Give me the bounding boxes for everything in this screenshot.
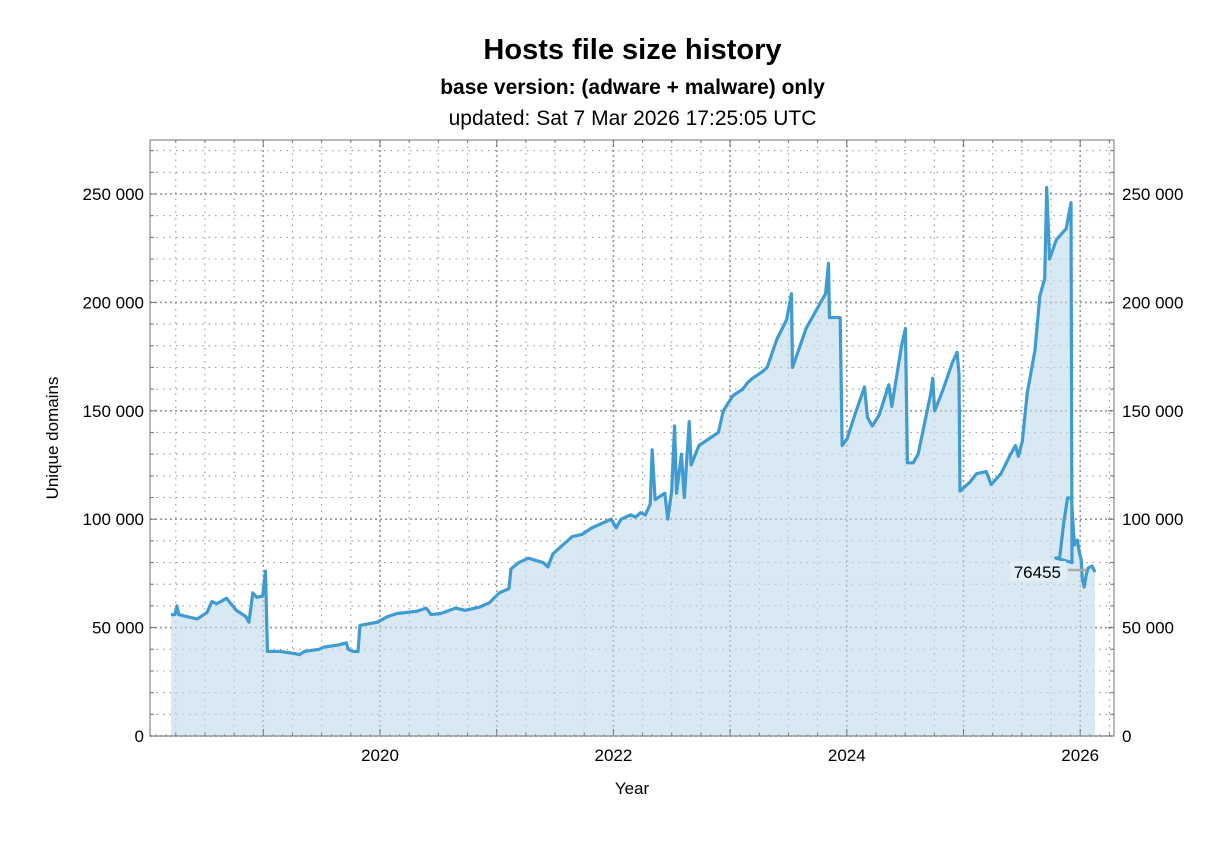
x-tick-label: 2020: [361, 746, 399, 765]
y-tick-label-right: 50 000: [1122, 619, 1174, 638]
x-tick-label: 2022: [594, 746, 632, 765]
y-tick-label-right: 200 000: [1122, 293, 1183, 312]
data-area: [150, 140, 1114, 737]
y-tick-label-right: 150 000: [1122, 402, 1183, 421]
y-tick-label-left: 250 000: [83, 185, 144, 204]
x-tick-label: 2026: [1061, 746, 1099, 765]
y-tick-label-right: 100 000: [1122, 510, 1183, 529]
y-tick-label-right: 250 000: [1122, 185, 1183, 204]
last-value-callout: 76455: [1010, 561, 1087, 582]
last-value-label: 76455: [1014, 563, 1061, 582]
chart-subtitle: base version: (adware + malware) only: [440, 76, 825, 99]
area-fill: [171, 187, 1095, 737]
plot-frame: [149, 139, 1115, 737]
x-axis-label: Year: [615, 779, 650, 798]
y-tick-label-right: 0: [1122, 727, 1131, 746]
y-tick-label-left: 50 000: [92, 619, 144, 638]
chart-title: Hosts file size history: [483, 34, 782, 66]
updated-timestamp: updated: Sat 7 Mar 2026 17:25:05 UTC: [448, 107, 817, 130]
y-tick-label-left: 150 000: [83, 402, 144, 421]
y-tick-label-left: 200 000: [83, 293, 144, 312]
axis-ticks: [150, 140, 1114, 737]
data-line: [171, 185, 1097, 657]
x-tick-label: 2024: [828, 746, 866, 765]
y-tick-label-left: 100 000: [83, 510, 144, 529]
grid-overlay: [150, 140, 1114, 737]
axis-tick-labels: 0 50 000 100 000 150 000 200 000 250 000 0 50 0…: [83, 185, 1184, 765]
y-tick-label-left: 0: [135, 727, 144, 746]
last-value-background: [1010, 561, 1066, 581]
y-axis-label: Unique domains: [43, 377, 62, 500]
